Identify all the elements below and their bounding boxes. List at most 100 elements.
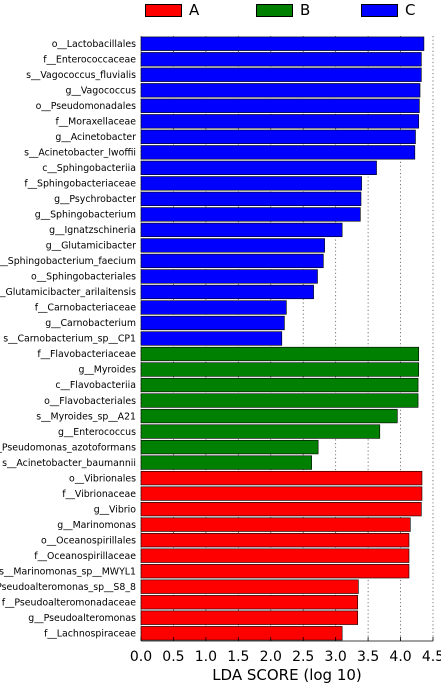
x-tick-label: 3.5 bbox=[357, 649, 379, 665]
bar bbox=[140, 129, 416, 144]
bar bbox=[140, 626, 343, 641]
bar bbox=[140, 439, 319, 455]
category-label: o__Vibrionales bbox=[69, 473, 136, 484]
bar bbox=[140, 238, 325, 253]
category-label: o__Lactobacillales bbox=[52, 39, 136, 50]
legend: A B C bbox=[0, 0, 441, 22]
category-label: s__Glutamicibacter_arilaitensis bbox=[0, 287, 136, 298]
bar bbox=[140, 253, 324, 269]
bar bbox=[140, 408, 398, 424]
bar bbox=[140, 393, 419, 408]
category-label: f__Flavobacteriaceae bbox=[37, 349, 136, 360]
category-label: s__Acinetobacter_lwoffii bbox=[24, 148, 136, 159]
bar bbox=[140, 470, 423, 486]
bar bbox=[140, 533, 410, 548]
x-tick-label: 2.0 bbox=[260, 649, 282, 665]
category-label: o__Pseudomonadales bbox=[36, 101, 137, 112]
x-tick-label: 1.0 bbox=[195, 649, 217, 665]
category-label: g__Acinetobacter bbox=[55, 132, 136, 143]
category-label: s__Marinomonas_sp__MWYL1 bbox=[0, 566, 136, 577]
category-label: g__Marinomonas bbox=[57, 520, 136, 531]
category-label: s__Sphingobacterium_faecium bbox=[0, 256, 136, 267]
category-label: f__Enterococcaceae bbox=[43, 54, 136, 65]
x-axis: 0.0 0.5 1.0 1.5 2.0 2.5 3.0 3.5 4.0 4.5 bbox=[130, 637, 441, 665]
x-tick-label: 0.0 bbox=[130, 649, 152, 665]
bar bbox=[140, 67, 422, 82]
category-labels: o__Lactobacillales f__Enterococcaceae s__V… bbox=[0, 39, 136, 639]
bar bbox=[140, 114, 420, 129]
category-label: g__Enterococcus bbox=[58, 427, 136, 438]
bar bbox=[140, 517, 411, 532]
bar bbox=[140, 98, 420, 113]
bar bbox=[140, 346, 420, 362]
bar bbox=[140, 486, 423, 501]
category-label: g__Myroides bbox=[78, 365, 136, 376]
category-label: f__Carnobacteriaceae bbox=[35, 303, 136, 314]
legend-swatch-c bbox=[361, 4, 398, 17]
bar bbox=[140, 455, 312, 470]
category-label: f__Sphingobacteriaceae bbox=[24, 179, 136, 190]
legend-label-c: C bbox=[405, 1, 416, 19]
bar bbox=[140, 331, 283, 346]
category-label: c__Flavobacteriia bbox=[55, 380, 136, 391]
category-label: g__Vagococcus bbox=[66, 85, 137, 96]
legend-label-a: A bbox=[189, 1, 200, 19]
bar bbox=[140, 269, 318, 284]
bar bbox=[140, 222, 343, 238]
category-label: g__Psychrobacter bbox=[54, 194, 136, 205]
category-label: s__Pseudomonas_azotoformans bbox=[0, 442, 136, 453]
category-label: f__Pseudoalteromonadaceae bbox=[2, 597, 137, 608]
category-label: s__Vagococcus_fluvialis bbox=[26, 70, 136, 81]
category-label: g__Sphingobacterium bbox=[35, 210, 136, 221]
category-label: g__Carnobacterium bbox=[45, 318, 136, 329]
bar bbox=[140, 284, 314, 300]
category-label: o__Oceanospirillales bbox=[41, 535, 136, 546]
bar bbox=[140, 52, 422, 67]
x-tick-label: 1.5 bbox=[227, 649, 249, 665]
bar bbox=[140, 160, 377, 175]
bar bbox=[140, 595, 359, 610]
category-label: g__Vibrio bbox=[94, 504, 137, 515]
category-label: g__Pseudoalteromonas bbox=[28, 613, 136, 624]
x-tick-label: 4.5 bbox=[422, 649, 441, 665]
category-label: f__Moraxellaceae bbox=[55, 117, 136, 128]
category-label: o__Flavobacteriales bbox=[44, 396, 136, 407]
category-label: f__Vibrionaceae bbox=[62, 489, 136, 500]
bar bbox=[140, 362, 420, 377]
x-tick-label: 4.0 bbox=[389, 649, 411, 665]
x-tick-label: 2.5 bbox=[292, 649, 314, 665]
x-tick-label: 0.5 bbox=[162, 649, 184, 665]
category-label: f__Oceanospirillaceae bbox=[34, 551, 136, 562]
bar bbox=[140, 548, 410, 563]
category-label: s__Myroides_sp__A21 bbox=[36, 411, 136, 422]
category-label: g__Ignatzschineria bbox=[49, 225, 136, 236]
category-label: s__Carnobacterium_sp__CP1 bbox=[3, 334, 136, 345]
bar bbox=[140, 176, 362, 191]
x-tick-label: 3.0 bbox=[325, 649, 347, 665]
x-axis-label: LDA SCORE (log 10) bbox=[212, 666, 362, 684]
bar bbox=[140, 83, 421, 98]
bar bbox=[140, 207, 361, 222]
bar bbox=[140, 579, 359, 594]
bar bbox=[140, 36, 425, 51]
bar bbox=[140, 424, 381, 439]
category-label: c__Sphingobacteriia bbox=[42, 163, 136, 174]
bar bbox=[140, 191, 362, 207]
category-label: s__Acinetobacter_baumannii bbox=[2, 458, 136, 469]
bar bbox=[140, 377, 419, 393]
bars bbox=[140, 36, 425, 641]
category-label: f__Lachnospiraceae bbox=[44, 628, 136, 639]
legend-label-b: B bbox=[300, 1, 311, 19]
category-label: s__Pseudoalteromonas_sp__S8_8 bbox=[0, 582, 136, 593]
category-label: o__Sphingobacteriales bbox=[31, 272, 136, 283]
bar bbox=[140, 564, 410, 579]
legend-swatch-b bbox=[256, 4, 293, 17]
bar bbox=[140, 315, 285, 331]
bar bbox=[140, 502, 422, 517]
bar bbox=[140, 610, 359, 625]
bar bbox=[140, 145, 416, 160]
legend-swatch-a bbox=[145, 4, 182, 17]
bar bbox=[140, 300, 287, 315]
category-label: g__Glutamicibacter bbox=[46, 241, 136, 252]
